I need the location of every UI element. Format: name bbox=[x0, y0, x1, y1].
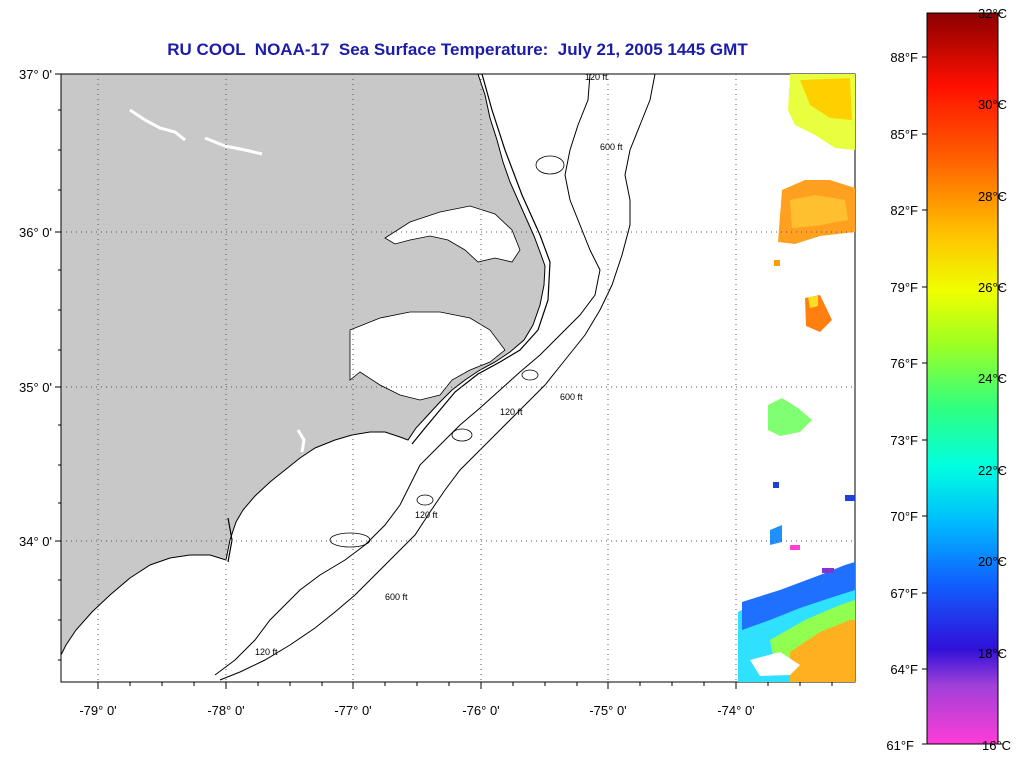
contour-label: 120 ft bbox=[500, 407, 523, 417]
fahrenheit-label: 61°F bbox=[886, 738, 914, 753]
celsius-label: 24°C bbox=[978, 371, 1007, 386]
celsius-label: 28°C bbox=[978, 189, 1007, 204]
celsius-label: 16°C bbox=[982, 738, 1011, 753]
contour-label: 600 ft bbox=[600, 142, 623, 152]
map-title: RU COOL NOAA-17 Sea Surface Temperature:… bbox=[167, 40, 748, 59]
axis-ticks bbox=[55, 73, 833, 689]
fahrenheit-label: 67°F bbox=[890, 586, 918, 601]
lat-label: 34° 0' bbox=[19, 534, 52, 549]
temperature-colorbar bbox=[926, 12, 999, 745]
fahrenheit-label: 85°F bbox=[890, 127, 918, 142]
lat-label: 36° 0' bbox=[19, 225, 52, 240]
celsius-label: 30°C bbox=[978, 97, 1007, 112]
lat-label: 37° 0' bbox=[19, 67, 52, 82]
lon-label: -79° 0' bbox=[79, 703, 116, 718]
celsius-label: 18°C bbox=[978, 646, 1007, 661]
sst-data-overlay bbox=[738, 74, 855, 682]
fahrenheit-label: 88°F bbox=[890, 50, 918, 65]
fahrenheit-label: 79°F bbox=[890, 280, 918, 295]
celsius-label: 20°C bbox=[978, 554, 1007, 569]
contour-label: 120 ft bbox=[255, 647, 278, 657]
contour-label: 600 ft bbox=[560, 392, 583, 402]
lon-label: -76° 0' bbox=[462, 703, 499, 718]
lon-label: -77° 0' bbox=[334, 703, 371, 718]
contour-label: 600 ft bbox=[385, 592, 408, 602]
lon-label: -74° 0' bbox=[717, 703, 754, 718]
celsius-label: 32°C bbox=[978, 6, 1007, 21]
fahrenheit-label: 82°F bbox=[890, 203, 918, 218]
fahrenheit-label: 76°F bbox=[890, 356, 918, 371]
lon-label: -75° 0' bbox=[589, 703, 626, 718]
contour-label: 120 ft bbox=[415, 510, 438, 520]
celsius-label: 22°C bbox=[978, 463, 1007, 478]
celsius-label: 26°C bbox=[978, 280, 1007, 295]
fahrenheit-label: 73°F bbox=[890, 433, 918, 448]
contour-label: 120 ft bbox=[585, 72, 608, 82]
lon-label: -78° 0' bbox=[207, 703, 244, 718]
lat-label: 35° 0' bbox=[19, 380, 52, 395]
fahrenheit-label: 64°F bbox=[890, 662, 918, 677]
fahrenheit-label: 70°F bbox=[890, 509, 918, 524]
